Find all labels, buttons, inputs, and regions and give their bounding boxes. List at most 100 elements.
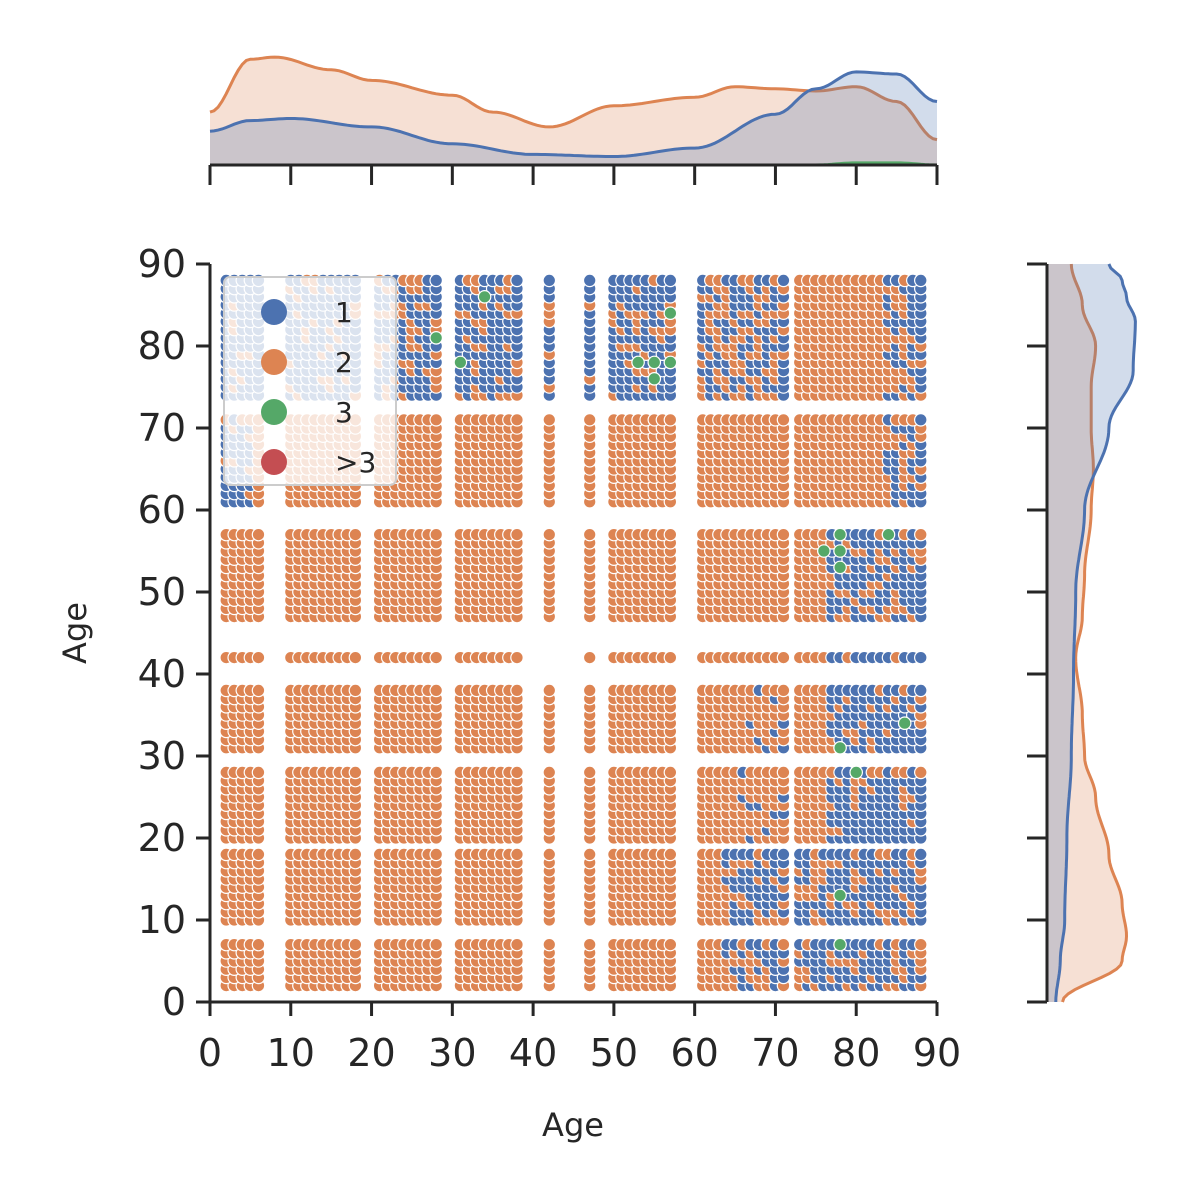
scatter-point-highlight <box>833 740 847 755</box>
scatter-point <box>429 527 443 542</box>
scatter-point <box>582 412 597 427</box>
kde-line-1 <box>209 70 938 158</box>
scatter-point <box>429 273 443 288</box>
scatter-point <box>251 650 266 665</box>
scatter-point <box>510 765 524 780</box>
scatter-point <box>776 650 791 665</box>
marginal-y-kde <box>1027 262 1137 1004</box>
scatter-point <box>776 527 791 542</box>
scatter-point-highlight <box>897 716 912 730</box>
scatter-point <box>510 937 524 952</box>
scatter-point-highlight <box>833 560 847 575</box>
scatter-point <box>582 273 597 288</box>
scatter-point <box>348 937 363 952</box>
kde-line-2 <box>1061 263 1129 1003</box>
scatter-point <box>913 765 928 780</box>
scatter-point <box>913 650 928 665</box>
scatter-point <box>510 683 524 698</box>
x-tick-label: 20 <box>347 1031 395 1075</box>
scatter-point <box>429 683 443 698</box>
scatter-point <box>251 527 266 542</box>
y-tick-label: 30 <box>138 734 186 778</box>
scatter-point <box>663 650 678 665</box>
x-tick-label: 70 <box>751 1031 799 1075</box>
scatter-point <box>663 273 678 288</box>
y-tick-label: 90 <box>138 242 186 286</box>
kde-fill-1 <box>1047 264 1136 1002</box>
scatter-point <box>913 412 928 427</box>
scatter-point <box>510 650 524 665</box>
x-tick-label: 90 <box>913 1031 961 1075</box>
scatter-point <box>251 937 266 952</box>
scatter-point <box>913 937 928 952</box>
scatter-point <box>776 412 791 427</box>
scatter-point-highlight <box>647 355 662 370</box>
legend: 1 2 3 >3 <box>223 276 397 486</box>
scatter-point <box>510 273 524 288</box>
scatter-point <box>582 937 597 952</box>
scatter-point <box>542 412 557 427</box>
legend-label: 2 <box>335 346 353 379</box>
scatter-point <box>429 937 443 952</box>
scatter-point-highlight <box>647 371 662 386</box>
x-tick-label: 40 <box>509 1031 557 1075</box>
scatter-point <box>663 683 678 698</box>
scatter-point <box>348 765 363 780</box>
y-tick-label: 50 <box>138 570 186 614</box>
scatter-point <box>582 683 597 698</box>
scatter-point <box>348 847 363 862</box>
scatter-point <box>542 683 557 698</box>
legend-marker <box>261 299 287 325</box>
scatter-point-highlight <box>833 888 847 903</box>
scatter-point <box>776 765 791 780</box>
scatter-point <box>510 527 524 542</box>
x-tick-label: 10 <box>267 1031 315 1075</box>
x-tick-label: 50 <box>590 1031 638 1075</box>
x-tick-label: 60 <box>670 1031 718 1075</box>
scatter-point <box>582 765 597 780</box>
y-tick-label: 20 <box>138 816 186 860</box>
scatter-point <box>663 527 678 542</box>
kde-line-2 <box>209 55 938 142</box>
scatter-point <box>542 765 557 780</box>
scatter-point <box>776 683 791 698</box>
scatter-point-highlight <box>663 306 678 320</box>
scatter-point-highlight <box>477 289 492 304</box>
scatter-point <box>582 847 597 862</box>
scatter-point-highlight <box>849 765 863 780</box>
y-tick-label: 70 <box>138 406 186 450</box>
legend-label: 1 <box>335 296 353 329</box>
scatter-point <box>663 937 678 952</box>
scatter-point <box>663 847 678 862</box>
scatter-point <box>913 273 928 288</box>
scatter-point <box>582 527 597 542</box>
y-tick-label: 0 <box>162 980 186 1024</box>
scatter-point <box>542 847 557 862</box>
scatter-point <box>429 765 443 780</box>
scatter-point <box>913 527 928 542</box>
scatter-point <box>510 412 524 427</box>
scatter-point-highlight <box>817 544 831 558</box>
kde-line-1 <box>1054 263 1137 1003</box>
y-tick-label: 80 <box>138 324 186 368</box>
x-tick-label: 80 <box>832 1031 880 1075</box>
scatter-point-highlight <box>881 527 896 542</box>
scatter-point <box>776 937 791 952</box>
x-axis-label: Age <box>542 1106 604 1144</box>
kde-fill-1 <box>210 71 937 165</box>
scatter-point-highlight <box>429 330 443 345</box>
legend-label: 3 <box>335 396 353 429</box>
scatter-point <box>542 527 557 542</box>
scatter-point <box>663 412 678 427</box>
legend-marker <box>261 399 287 425</box>
scatter-point <box>251 765 266 780</box>
scatter-point <box>582 650 597 665</box>
legend-label: >3 <box>335 446 376 479</box>
scatter-point <box>913 847 928 862</box>
scatter-point <box>251 683 266 698</box>
scatter-point-highlight <box>833 937 847 952</box>
scatter-point-highlight <box>631 355 645 370</box>
y-tick-label: 60 <box>138 488 186 532</box>
scatter-point <box>429 650 443 665</box>
scatter-point <box>663 765 678 780</box>
